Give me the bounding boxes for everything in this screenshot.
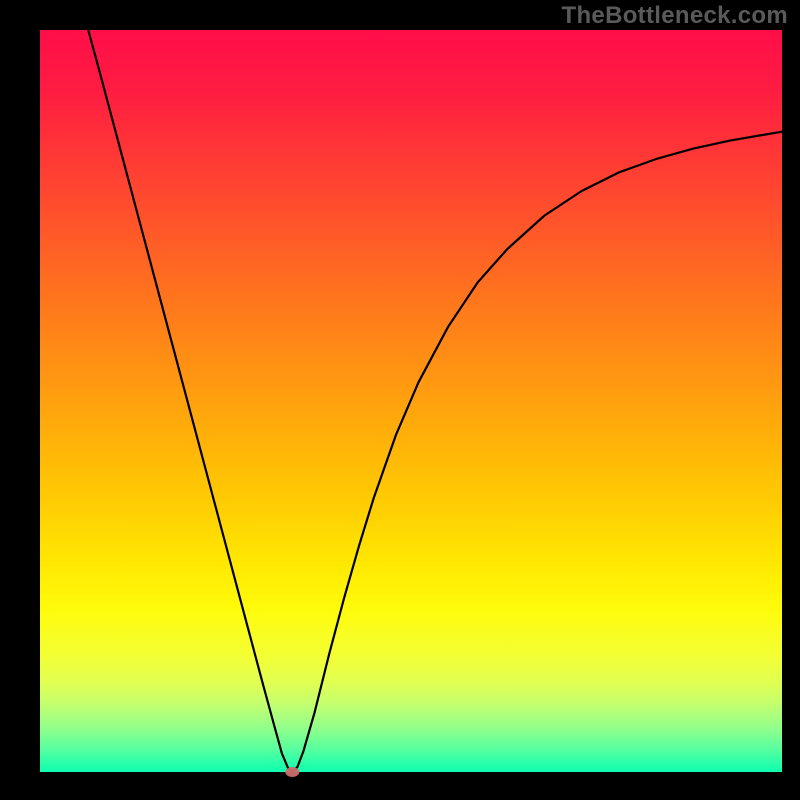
minimum-marker xyxy=(285,767,299,777)
watermark-text: TheBottleneck.com xyxy=(562,2,788,30)
bottleneck-chart xyxy=(0,0,800,800)
chart-wrapper: TheBottleneck.com xyxy=(0,0,800,800)
